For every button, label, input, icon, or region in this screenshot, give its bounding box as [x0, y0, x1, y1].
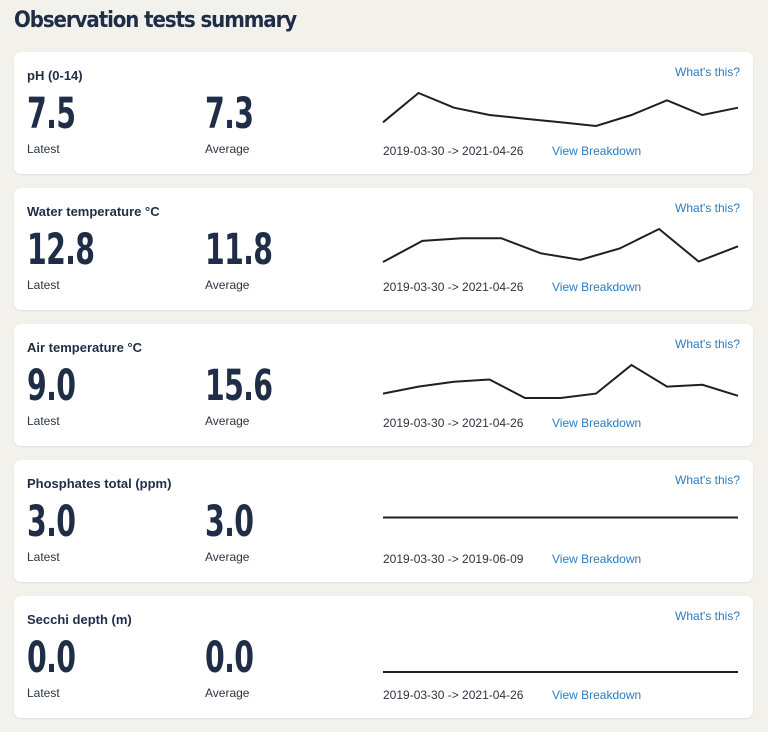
whats-this-link[interactable]: What's this?	[675, 65, 740, 79]
phosphates-total-sparkline	[383, 516, 738, 519]
average-stat: 11.8 Average	[205, 225, 307, 293]
date-range: 2019-03-30 -> 2021-04-26	[383, 280, 524, 294]
test-card-secchi-depth: Secchi depth (m) What's this? 0.0 Latest…	[14, 596, 753, 718]
sparkline-series	[382, 91, 739, 128]
test-card-ph: pH (0-14) What's this? 7.5 Latest 7.3 Av…	[14, 52, 753, 174]
view-breakdown-link[interactable]: View Breakdown	[552, 552, 642, 566]
water-temperature-sparkline	[382, 227, 739, 263]
average-label: Average	[205, 142, 250, 156]
sparkline-series	[382, 363, 739, 399]
date-range: 2019-03-30 -> 2021-04-26	[383, 144, 524, 158]
latest-label: Latest	[27, 414, 60, 428]
latest-label: Latest	[27, 278, 60, 292]
average-value: 7.3	[205, 89, 254, 139]
whats-this-link[interactable]: What's this?	[675, 473, 740, 487]
latest-stat: 9.0 Latest	[27, 361, 100, 429]
average-stat: 7.3 Average	[205, 89, 278, 157]
latest-value: 12.8	[27, 225, 95, 275]
whats-this-link[interactable]: What's this?	[675, 201, 740, 215]
test-title: Water temperature °C	[27, 204, 160, 219]
test-card-water-temperature: Water temperature °C What's this? 12.8 L…	[14, 188, 753, 310]
latest-value: 7.5	[27, 89, 76, 139]
page-title: Observation tests summary	[14, 8, 297, 33]
latest-value: 0.0	[27, 633, 76, 683]
latest-stat: 3.0 Latest	[27, 497, 100, 565]
latest-label: Latest	[27, 686, 60, 700]
average-value: 0.0	[205, 633, 254, 683]
sparkline-series	[382, 227, 739, 263]
latest-value: 9.0	[27, 361, 76, 411]
test-title: pH (0-14)	[27, 68, 83, 83]
date-range: 2019-03-30 -> 2021-04-26	[383, 688, 524, 702]
air-temperature-sparkline	[382, 363, 739, 399]
average-stat: 0.0 Average	[205, 633, 278, 701]
average-label: Average	[205, 550, 250, 564]
average-stat: 15.6 Average	[205, 361, 307, 429]
date-range: 2019-03-30 -> 2019-06-09	[383, 552, 524, 566]
average-label: Average	[205, 686, 250, 700]
whats-this-link[interactable]: What's this?	[675, 337, 740, 351]
average-value: 15.6	[205, 361, 273, 411]
view-breakdown-link[interactable]: View Breakdown	[552, 416, 642, 430]
average-value: 3.0	[205, 497, 254, 547]
average-label: Average	[205, 414, 250, 428]
secchi-depth-sparkline	[383, 671, 738, 673]
date-range: 2019-03-30 -> 2021-04-26	[383, 416, 524, 430]
view-breakdown-link[interactable]: View Breakdown	[552, 280, 642, 294]
whats-this-link[interactable]: What's this?	[675, 609, 740, 623]
average-value: 11.8	[205, 225, 273, 275]
test-card-phosphates-total: Phosphates total (ppm) What's this? 3.0 …	[14, 460, 753, 582]
view-breakdown-link[interactable]: View Breakdown	[552, 144, 642, 158]
latest-stat: 12.8 Latest	[27, 225, 129, 293]
latest-label: Latest	[27, 550, 60, 564]
latest-stat: 0.0 Latest	[27, 633, 100, 701]
latest-stat: 7.5 Latest	[27, 89, 100, 157]
ph-sparkline	[382, 91, 739, 128]
average-stat: 3.0 Average	[205, 497, 278, 565]
test-title: Air temperature °C	[27, 340, 143, 355]
latest-value: 3.0	[27, 497, 76, 547]
test-card-air-temperature: Air temperature °C What's this? 9.0 Late…	[14, 324, 753, 446]
latest-label: Latest	[27, 142, 60, 156]
test-title: Phosphates total (ppm)	[27, 476, 172, 491]
test-summary-list: pH (0-14) What's this? 7.5 Latest 7.3 Av…	[14, 52, 753, 732]
test-title: Secchi depth (m)	[27, 612, 132, 627]
view-breakdown-link[interactable]: View Breakdown	[552, 688, 642, 702]
average-label: Average	[205, 278, 250, 292]
